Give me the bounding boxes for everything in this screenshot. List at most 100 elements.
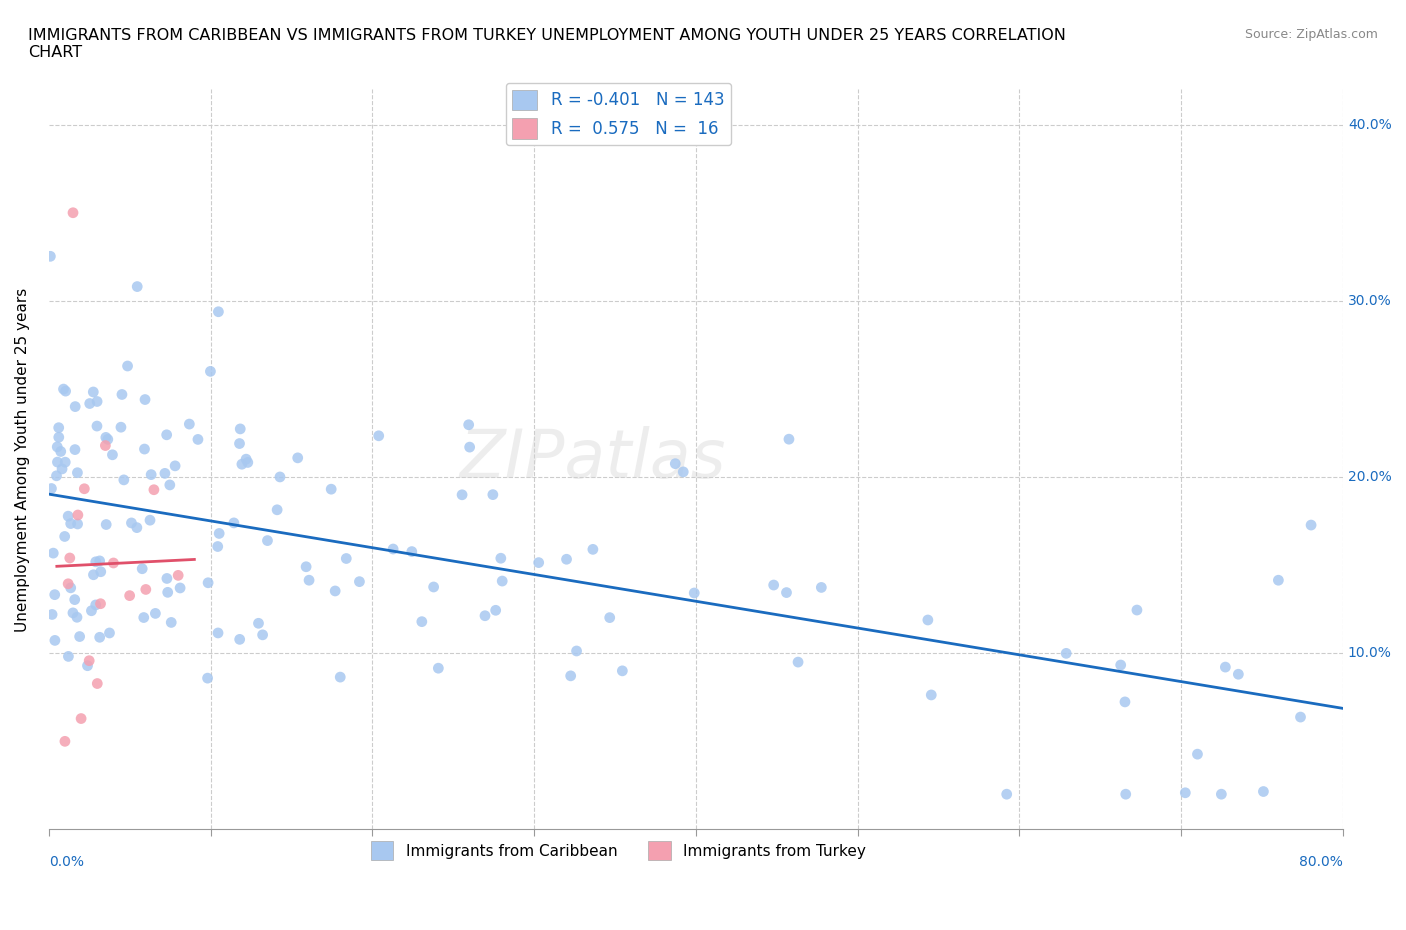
Immigrants from Caribbean <box>401 544 423 559</box>
Immigrants from Caribbean <box>560 669 582 684</box>
Immigrants from Caribbean <box>187 432 209 447</box>
Immigrants from Caribbean <box>482 487 505 502</box>
Immigrants from Turkey <box>103 555 125 570</box>
Immigrants from Caribbean <box>153 466 176 481</box>
Immigrants from Caribbean <box>45 469 67 484</box>
Immigrants from Caribbean <box>295 559 318 574</box>
Immigrants from Caribbean <box>367 429 389 444</box>
Text: 30.0%: 30.0% <box>1348 294 1392 308</box>
Immigrants from Caribbean <box>58 649 80 664</box>
Immigrants from Caribbean <box>228 631 250 646</box>
Text: 0.0%: 0.0% <box>49 856 84 870</box>
Immigrants from Caribbean <box>269 470 291 485</box>
Immigrants from Caribbean <box>222 515 245 530</box>
Immigrants from Caribbean <box>145 606 167 621</box>
Immigrants from Caribbean <box>86 418 108 433</box>
Immigrants from Caribbean <box>111 387 134 402</box>
Immigrants from Caribbean <box>349 574 371 589</box>
Immigrants from Turkey <box>77 653 100 668</box>
Immigrants from Caribbean <box>612 663 634 678</box>
Immigrants from Caribbean <box>66 516 89 531</box>
Immigrants from Turkey <box>70 711 93 726</box>
Immigrants from Turkey <box>56 577 79 591</box>
Immigrants from Caribbean <box>1187 747 1209 762</box>
Immigrants from Caribbean <box>80 604 103 618</box>
Immigrants from Turkey <box>62 206 84 220</box>
Immigrants from Caribbean <box>810 580 832 595</box>
Immigrants from Caribbean <box>96 517 118 532</box>
Immigrants from Caribbean <box>63 442 86 457</box>
Immigrants from Caribbean <box>84 597 107 612</box>
Immigrants from Caribbean <box>247 616 270 631</box>
Immigrants from Caribbean <box>256 533 278 548</box>
Text: 80.0%: 80.0% <box>1299 856 1343 870</box>
Immigrants from Caribbean <box>762 578 785 592</box>
Immigrants from Caribbean <box>39 249 62 264</box>
Immigrants from Caribbean <box>101 447 124 462</box>
Immigrants from Caribbean <box>1299 518 1322 533</box>
Immigrants from Turkey <box>53 734 76 749</box>
Immigrants from Caribbean <box>132 610 155 625</box>
Immigrants from Caribbean <box>82 567 104 582</box>
Immigrants from Caribbean <box>197 576 219 591</box>
Immigrants from Caribbean <box>1253 784 1275 799</box>
Immigrants from Caribbean <box>427 660 450 675</box>
Immigrants from Caribbean <box>46 455 69 470</box>
Immigrants from Caribbean <box>457 418 479 432</box>
Immigrants from Caribbean <box>86 394 108 409</box>
Immigrants from Caribbean <box>94 430 117 445</box>
Immigrants from Caribbean <box>127 279 149 294</box>
Immigrants from Caribbean <box>141 467 163 482</box>
Immigrants from Caribbean <box>266 502 288 517</box>
Immigrants from Caribbean <box>121 515 143 530</box>
Immigrants from Caribbean <box>179 417 201 432</box>
Immigrants from Caribbean <box>125 520 148 535</box>
Immigrants from Caribbean <box>89 553 111 568</box>
Immigrants from Caribbean <box>48 430 70 445</box>
Immigrants from Caribbean <box>1054 646 1077 661</box>
Immigrants from Turkey <box>73 482 96 497</box>
Immigrants from Caribbean <box>42 546 65 561</box>
Immigrants from Caribbean <box>582 542 605 557</box>
Immigrants from Caribbean <box>565 644 588 658</box>
Immigrants from Caribbean <box>228 436 250 451</box>
Immigrants from Caribbean <box>422 579 444 594</box>
Immigrants from Caribbean <box>53 455 76 470</box>
Immigrants from Turkey <box>135 582 157 597</box>
Immigrants from Caribbean <box>411 614 433 629</box>
Immigrants from Caribbean <box>1289 710 1312 724</box>
Immigrants from Caribbean <box>1227 667 1250 682</box>
Immigrants from Caribbean <box>82 384 104 399</box>
Immigrants from Caribbean <box>52 381 75 396</box>
Immigrants from Caribbean <box>298 573 321 588</box>
Immigrants from Caribbean <box>134 392 156 407</box>
Immigrants from Caribbean <box>207 539 229 554</box>
Immigrants from Caribbean <box>55 384 77 399</box>
Text: 40.0%: 40.0% <box>1348 117 1392 132</box>
Immigrants from Caribbean <box>599 610 621 625</box>
Immigrants from Caribbean <box>169 580 191 595</box>
Immigrants from Caribbean <box>235 452 257 467</box>
Text: Source: ZipAtlas.com: Source: ZipAtlas.com <box>1244 28 1378 41</box>
Immigrants from Caribbean <box>207 626 229 641</box>
Immigrants from Caribbean <box>97 432 120 446</box>
Text: 10.0%: 10.0% <box>1348 646 1392 660</box>
Immigrants from Caribbean <box>84 554 107 569</box>
Immigrants from Caribbean <box>59 580 82 595</box>
Immigrants from Caribbean <box>89 630 111 644</box>
Immigrants from Caribbean <box>382 541 405 556</box>
Immigrants from Caribbean <box>335 551 357 566</box>
Immigrants from Caribbean <box>321 482 343 497</box>
Immigrants from Caribbean <box>139 512 162 527</box>
Immigrants from Caribbean <box>287 450 309 465</box>
Immigrants from Caribbean <box>474 608 496 623</box>
Immigrants from Turkey <box>167 568 190 583</box>
Immigrants from Caribbean <box>917 613 939 628</box>
Immigrants from Caribbean <box>451 487 474 502</box>
Immigrants from Caribbean <box>489 551 512 565</box>
Immigrants from Caribbean <box>485 603 508 618</box>
Y-axis label: Unemployment Among Youth under 25 years: Unemployment Among Youth under 25 years <box>15 287 30 631</box>
Immigrants from Caribbean <box>1174 785 1197 800</box>
Immigrants from Caribbean <box>555 551 578 566</box>
Immigrants from Caribbean <box>920 687 942 702</box>
